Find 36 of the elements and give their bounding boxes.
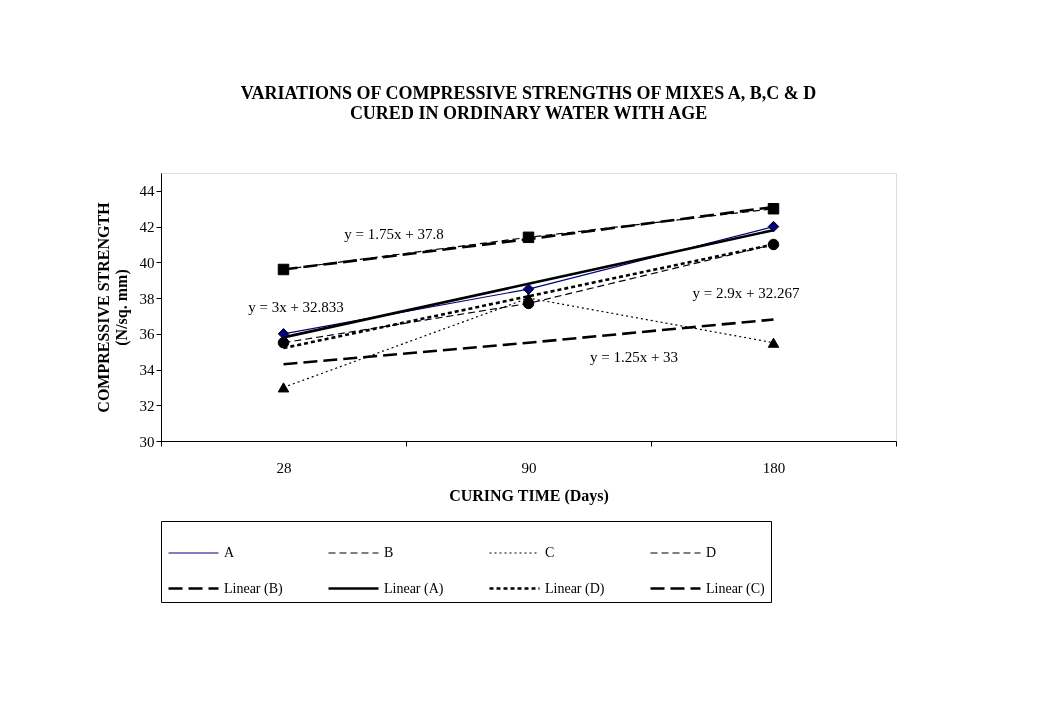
point: [767, 337, 780, 348]
x-tick-label: 28: [276, 459, 292, 476]
legend-label: D: [706, 545, 717, 560]
y-tick-label: 30: [139, 433, 155, 450]
y-tick-label: 32: [139, 397, 155, 414]
y-tick-label: 40: [139, 254, 155, 271]
legend-label: Linear (A): [384, 580, 444, 597]
point: [522, 297, 535, 310]
y-tick-label: 34: [139, 362, 155, 379]
annotation: y = 1.75x + 37.8: [344, 226, 444, 242]
x-axis-title: CURING TIME (Days): [449, 486, 609, 505]
legend-label: B: [384, 545, 394, 560]
legend-label: Linear (C): [706, 580, 766, 597]
legend-label: C: [545, 545, 555, 560]
y-axis-title: COMPRESSIVE STRENGTH (N/sq. mm): [94, 201, 131, 413]
y-tick-label: 36: [139, 326, 155, 343]
legend-label: Linear (B): [224, 580, 284, 597]
y-tick-label: 38: [139, 290, 155, 307]
legend-label: A: [224, 545, 235, 560]
point: [277, 337, 290, 349]
annotation: y = 3x + 32.833: [248, 299, 344, 315]
annotation: y = 2.9x + 32.267: [692, 285, 800, 301]
annotation: y = 1.25x + 33: [589, 349, 679, 365]
point: [767, 220, 780, 233]
point: [522, 231, 535, 244]
x-tick-label: 90: [521, 459, 537, 476]
point: [522, 283, 535, 295]
point: [277, 263, 290, 276]
y-tick-label: 42: [139, 219, 155, 236]
chart-title: VARIATIONS OF COMPRESSIVE STRENGTHS OF MIXES A, B,C & D CURED IN ORDINARY WATER WITH AGE: [240, 83, 817, 123]
x-tick-label: 180: [762, 459, 786, 476]
y-tick-label: 44: [139, 183, 155, 200]
point: [767, 202, 780, 215]
point: [767, 238, 780, 251]
point: [277, 382, 290, 393]
legend-label: Linear (D): [545, 580, 605, 597]
